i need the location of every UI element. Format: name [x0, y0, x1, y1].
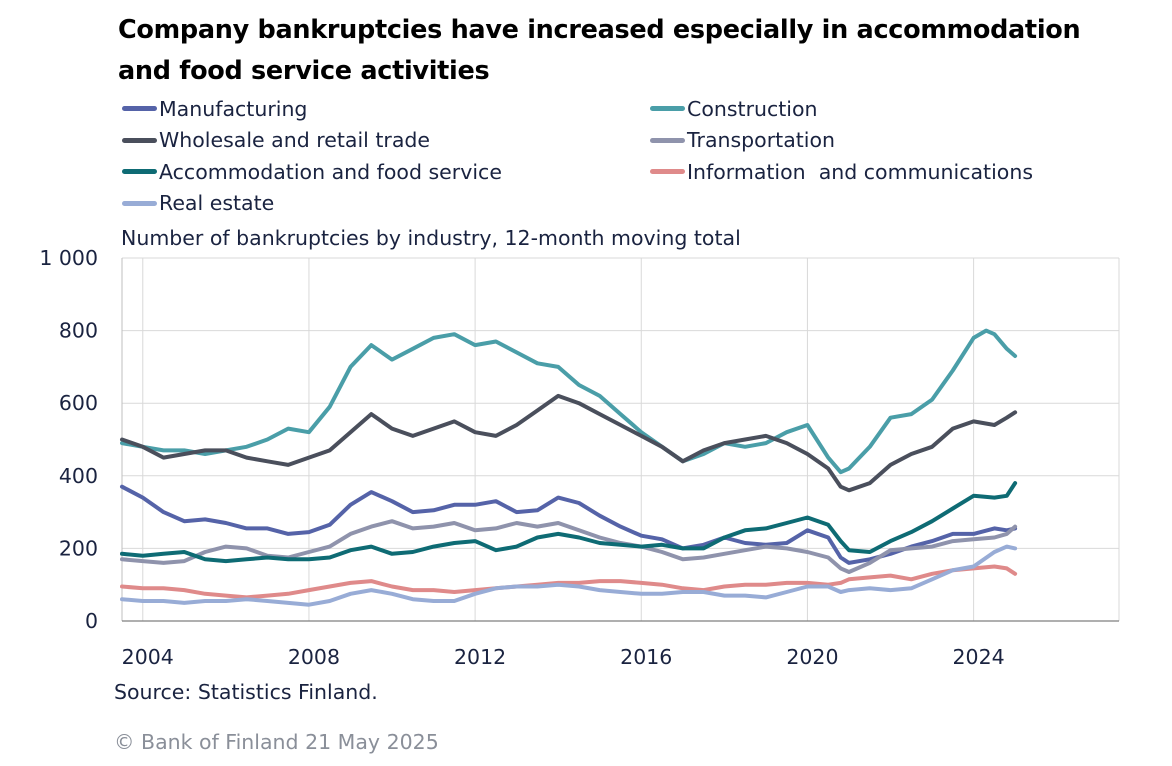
legend-label: Information and communications — [687, 159, 1033, 184]
source-note: Source: Statistics Finland. — [114, 680, 378, 704]
legend-item: Construction — [650, 93, 1120, 125]
x-tick-label: 2008 — [288, 645, 340, 669]
y-tick-label: 600 — [59, 391, 98, 415]
chart-legend: Manufacturing Construction Wholesale and r… — [122, 93, 1122, 219]
legend-swatch — [122, 137, 157, 143]
y-tick-label: 0 — [85, 609, 98, 633]
legend-label: Wholesale and retail trade — [159, 128, 431, 153]
legend-label: Accommodation and food service — [159, 159, 502, 184]
series-line-real-estate — [120, 544, 1018, 607]
chart-title: Company bankruptcies have increased espe… — [118, 15, 1081, 86]
legend-swatch — [650, 106, 685, 112]
copyright-note: © Bank of Finland 21 May 2025 — [114, 730, 439, 754]
legend-swatch — [650, 169, 685, 175]
y-tick-label: 200 — [59, 536, 98, 560]
legend-swatch — [122, 200, 157, 206]
legend-swatch — [650, 137, 685, 143]
x-tick-label: 2016 — [620, 645, 672, 669]
legend-label: Manufacturing — [159, 96, 308, 121]
legend-label: Real estate — [159, 191, 275, 216]
legend-item: Manufacturing — [122, 93, 650, 125]
series-line-construction — [120, 328, 1018, 475]
chart-subtitle: Number of bankruptcies by industry, 12-m… — [121, 226, 741, 250]
x-tick-label: 2004 — [122, 645, 174, 669]
y-tick-label: 800 — [59, 319, 98, 343]
legend-item: Wholesale and retail trade — [122, 125, 650, 157]
series-line-information-and-communications — [120, 564, 1018, 600]
x-tick-label: 2020 — [786, 645, 838, 669]
legend-swatch — [122, 169, 157, 175]
legend-item: Information and communications — [650, 156, 1120, 188]
legend-swatch — [122, 106, 157, 112]
series-line-wholesale-and-retail-trade — [120, 393, 1018, 493]
x-tick-label: 2012 — [454, 645, 506, 669]
y-tick-label: 400 — [59, 464, 98, 488]
legend-label: Construction — [687, 96, 818, 121]
legend-item: Transportation — [650, 125, 1120, 157]
legend-item: Accommodation and food service — [122, 156, 650, 188]
x-tick-label: 2024 — [953, 645, 1005, 669]
series-line-accommodation-and-food-service — [120, 481, 1018, 564]
y-tick-label: 1 000 — [39, 246, 98, 270]
legend-label: Transportation — [687, 128, 836, 153]
legend-item: Real estate — [122, 188, 650, 220]
